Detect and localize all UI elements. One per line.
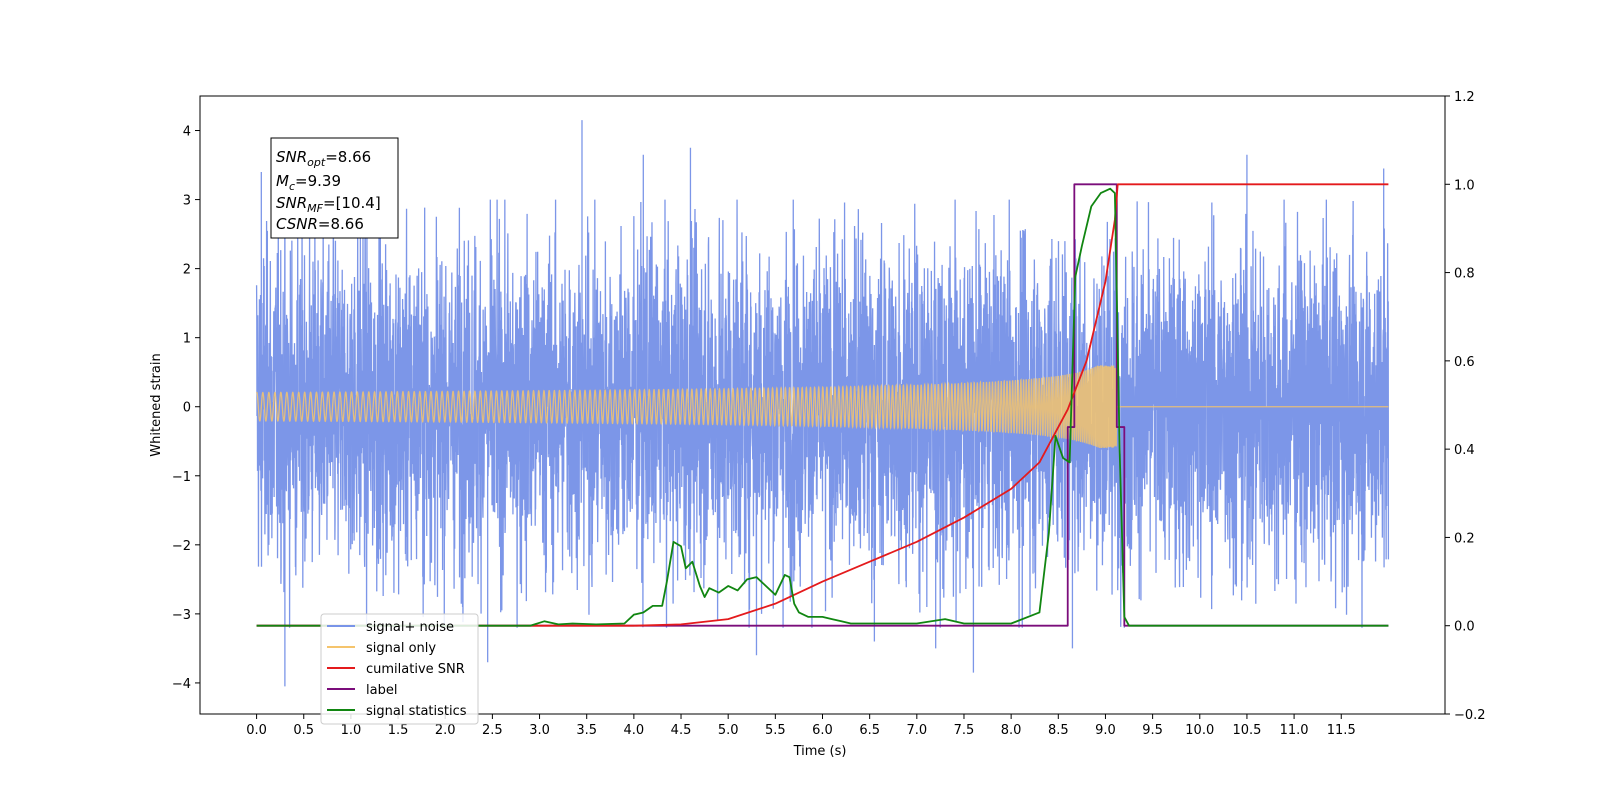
x-tick-label-19: 9.5 [1142,723,1163,738]
x-tick-label-16: 8.0 [1001,723,1022,738]
snr-annotation-box: SNRopt=8.66 Mc=9.39 SNRMF=[10.4] CSNR=8.… [270,137,399,239]
annotation-mc: Mc=9.39 [276,172,341,193]
series-label [256,183,1389,627]
annotation-snr-mf: SNRMF=[10.4] [276,194,381,215]
legend-label-3: label [366,683,397,698]
legend-label-1: signal only [366,641,436,656]
y-tick-label-2: 2 [183,263,191,278]
x-axis: 0.0 0.5 1.0 1.5 2.0 2.5 3.0 3.5 4.0 4.5 5.0 5.5 6.0 6… [246,714,1356,738]
y2-tick-label-6: 0.0 [1454,620,1475,635]
y-tick-label-4: 0 [183,401,191,416]
y-tick-label-6: −2 [172,539,191,554]
y2-tick-label-2: 0.8 [1454,267,1475,282]
x-tick-label-13: 6.5 [859,723,880,738]
x-tick-label-5: 2.5 [482,723,503,738]
x-tick-label-15: 7.5 [954,723,975,738]
x-tick-label-3: 1.5 [388,723,409,738]
y-axis-label: Whitened strain [149,353,164,456]
x-tick-label-23: 11.5 [1327,723,1356,738]
legend: signal+ noise signal only cumilative SNR la… [320,613,479,725]
x-tick-label-4: 2.0 [435,723,456,738]
y-tick-label-0: 4 [183,125,191,140]
y-tick-label-7: −3 [172,608,191,623]
x-tick-label-2: 1.0 [341,723,362,738]
x-tick-label-21: 10.5 [1232,723,1261,738]
y2-tick-label-4: 0.4 [1454,443,1475,458]
x-tick-label-8: 4.0 [624,723,645,738]
series-cumulative-snr [256,183,1389,627]
series-signal-only [256,365,1389,449]
x-tick-label-0: 0.0 [246,723,267,738]
x-tick-label-22: 11.0 [1280,723,1309,738]
y2-tick-label-0: 1.2 [1454,90,1475,105]
y-tick-label-1: 3 [183,194,191,209]
x-tick-label-20: 10.0 [1185,723,1214,738]
x-tick-label-14: 7.0 [906,723,927,738]
y-axis-right: 1.2 1.0 0.8 0.6 0.4 0.2 0.0 −0.2 [1445,90,1486,723]
y-axis-left: 4 3 2 1 0 −1 −2 −3 −4 [172,125,200,692]
annotation-snr-opt: SNRopt=8.66 [276,148,371,169]
series-layer [255,120,1390,687]
y-tick-label-8: −4 [172,677,191,692]
x-tick-label-6: 3.0 [529,723,550,738]
x-tick-label-17: 8.5 [1048,723,1069,738]
series-signal-statistics [256,187,1389,627]
x-tick-label-12: 6.0 [812,723,833,738]
x-tick-label-1: 0.5 [293,723,314,738]
series-signal-noise [255,120,1390,687]
y2-tick-label-7: −0.2 [1454,708,1486,723]
x-tick-label-9: 4.5 [671,723,692,738]
annotation-csnr: CSNR=8.66 [276,215,364,233]
x-axis-label: Time (s) [793,744,847,759]
x-tick-label-7: 3.5 [576,723,597,738]
legend-label-4: signal statistics [366,704,467,719]
x-tick-label-10: 5.0 [718,723,739,738]
legend-label-0: signal+ noise [366,620,454,635]
legend-label-2: cumilative SNR [366,662,465,677]
y2-tick-label-5: 0.2 [1454,531,1475,546]
y-tick-label-5: −1 [172,470,191,485]
legend-frame [320,613,479,725]
x-tick-label-11: 5.5 [765,723,786,738]
x-tick-label-18: 9.0 [1095,723,1116,738]
y-tick-label-3: 1 [183,332,191,347]
y2-tick-label-1: 1.0 [1454,178,1475,193]
annotation-frame [270,137,399,239]
y2-tick-label-3: 0.6 [1454,355,1475,370]
